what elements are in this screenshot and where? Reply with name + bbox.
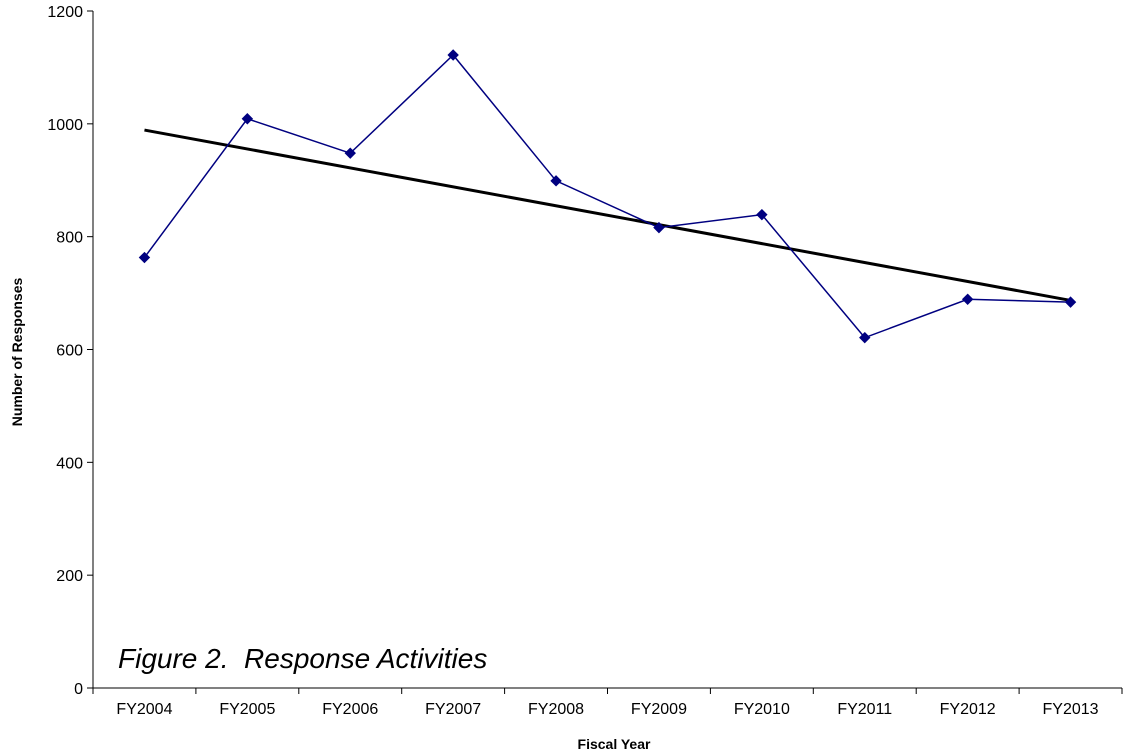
y-tick-label: 0 bbox=[74, 681, 83, 698]
series-line bbox=[143, 53, 1071, 339]
data-point-marker bbox=[241, 113, 254, 125]
x-tick-label: FY2009 bbox=[631, 701, 687, 718]
data-point-marker bbox=[961, 293, 974, 305]
x-tick-label: FY2006 bbox=[322, 701, 378, 718]
data-point-marker bbox=[1064, 296, 1077, 308]
x-axis-title: Fiscal Year bbox=[578, 736, 651, 752]
y-tick-labels: 0 200 400 600 800 1000 1200 bbox=[47, 4, 83, 698]
y-tick-label: 600 bbox=[56, 343, 83, 360]
axes bbox=[87, 10, 1123, 694]
y-tick-label: 1200 bbox=[47, 4, 83, 21]
data-point-marker bbox=[344, 147, 356, 159]
data-point-marker bbox=[138, 251, 151, 264]
data-point-marker bbox=[756, 208, 768, 221]
x-tick-label: FY2011 bbox=[837, 701, 892, 718]
x-tick-label: FY2004 bbox=[116, 701, 172, 718]
x-tick-labels: FY2004 FY2005 FY2006 FY2007 FY2008 FY2009 FY20… bbox=[116, 701, 1098, 718]
x-tick-label: FY2005 bbox=[219, 701, 275, 718]
series-layer bbox=[138, 49, 1077, 344]
trendline-layer bbox=[144, 128, 1071, 302]
x-tick-label: FY2013 bbox=[1043, 701, 1099, 718]
data-point-marker bbox=[859, 331, 871, 344]
y-axis-title: Number of Responses bbox=[9, 277, 25, 426]
y-tick-label: 800 bbox=[56, 230, 83, 247]
x-tick-label: FY2010 bbox=[734, 701, 790, 718]
x-tick-label: FY2007 bbox=[425, 701, 481, 718]
x-tick-label: FY2008 bbox=[528, 701, 584, 718]
y-tick-label: 200 bbox=[56, 568, 83, 585]
data-point-marker bbox=[550, 175, 562, 187]
data-point-marker bbox=[653, 221, 665, 234]
data-point-marker bbox=[447, 49, 459, 61]
x-tick-label: FY2012 bbox=[940, 701, 996, 718]
figure-caption: Figure 2. Response Activities bbox=[118, 643, 487, 674]
y-tick-label: 400 bbox=[56, 455, 83, 472]
trendline bbox=[144, 128, 1071, 302]
y-tick-label: 1000 bbox=[47, 117, 83, 134]
